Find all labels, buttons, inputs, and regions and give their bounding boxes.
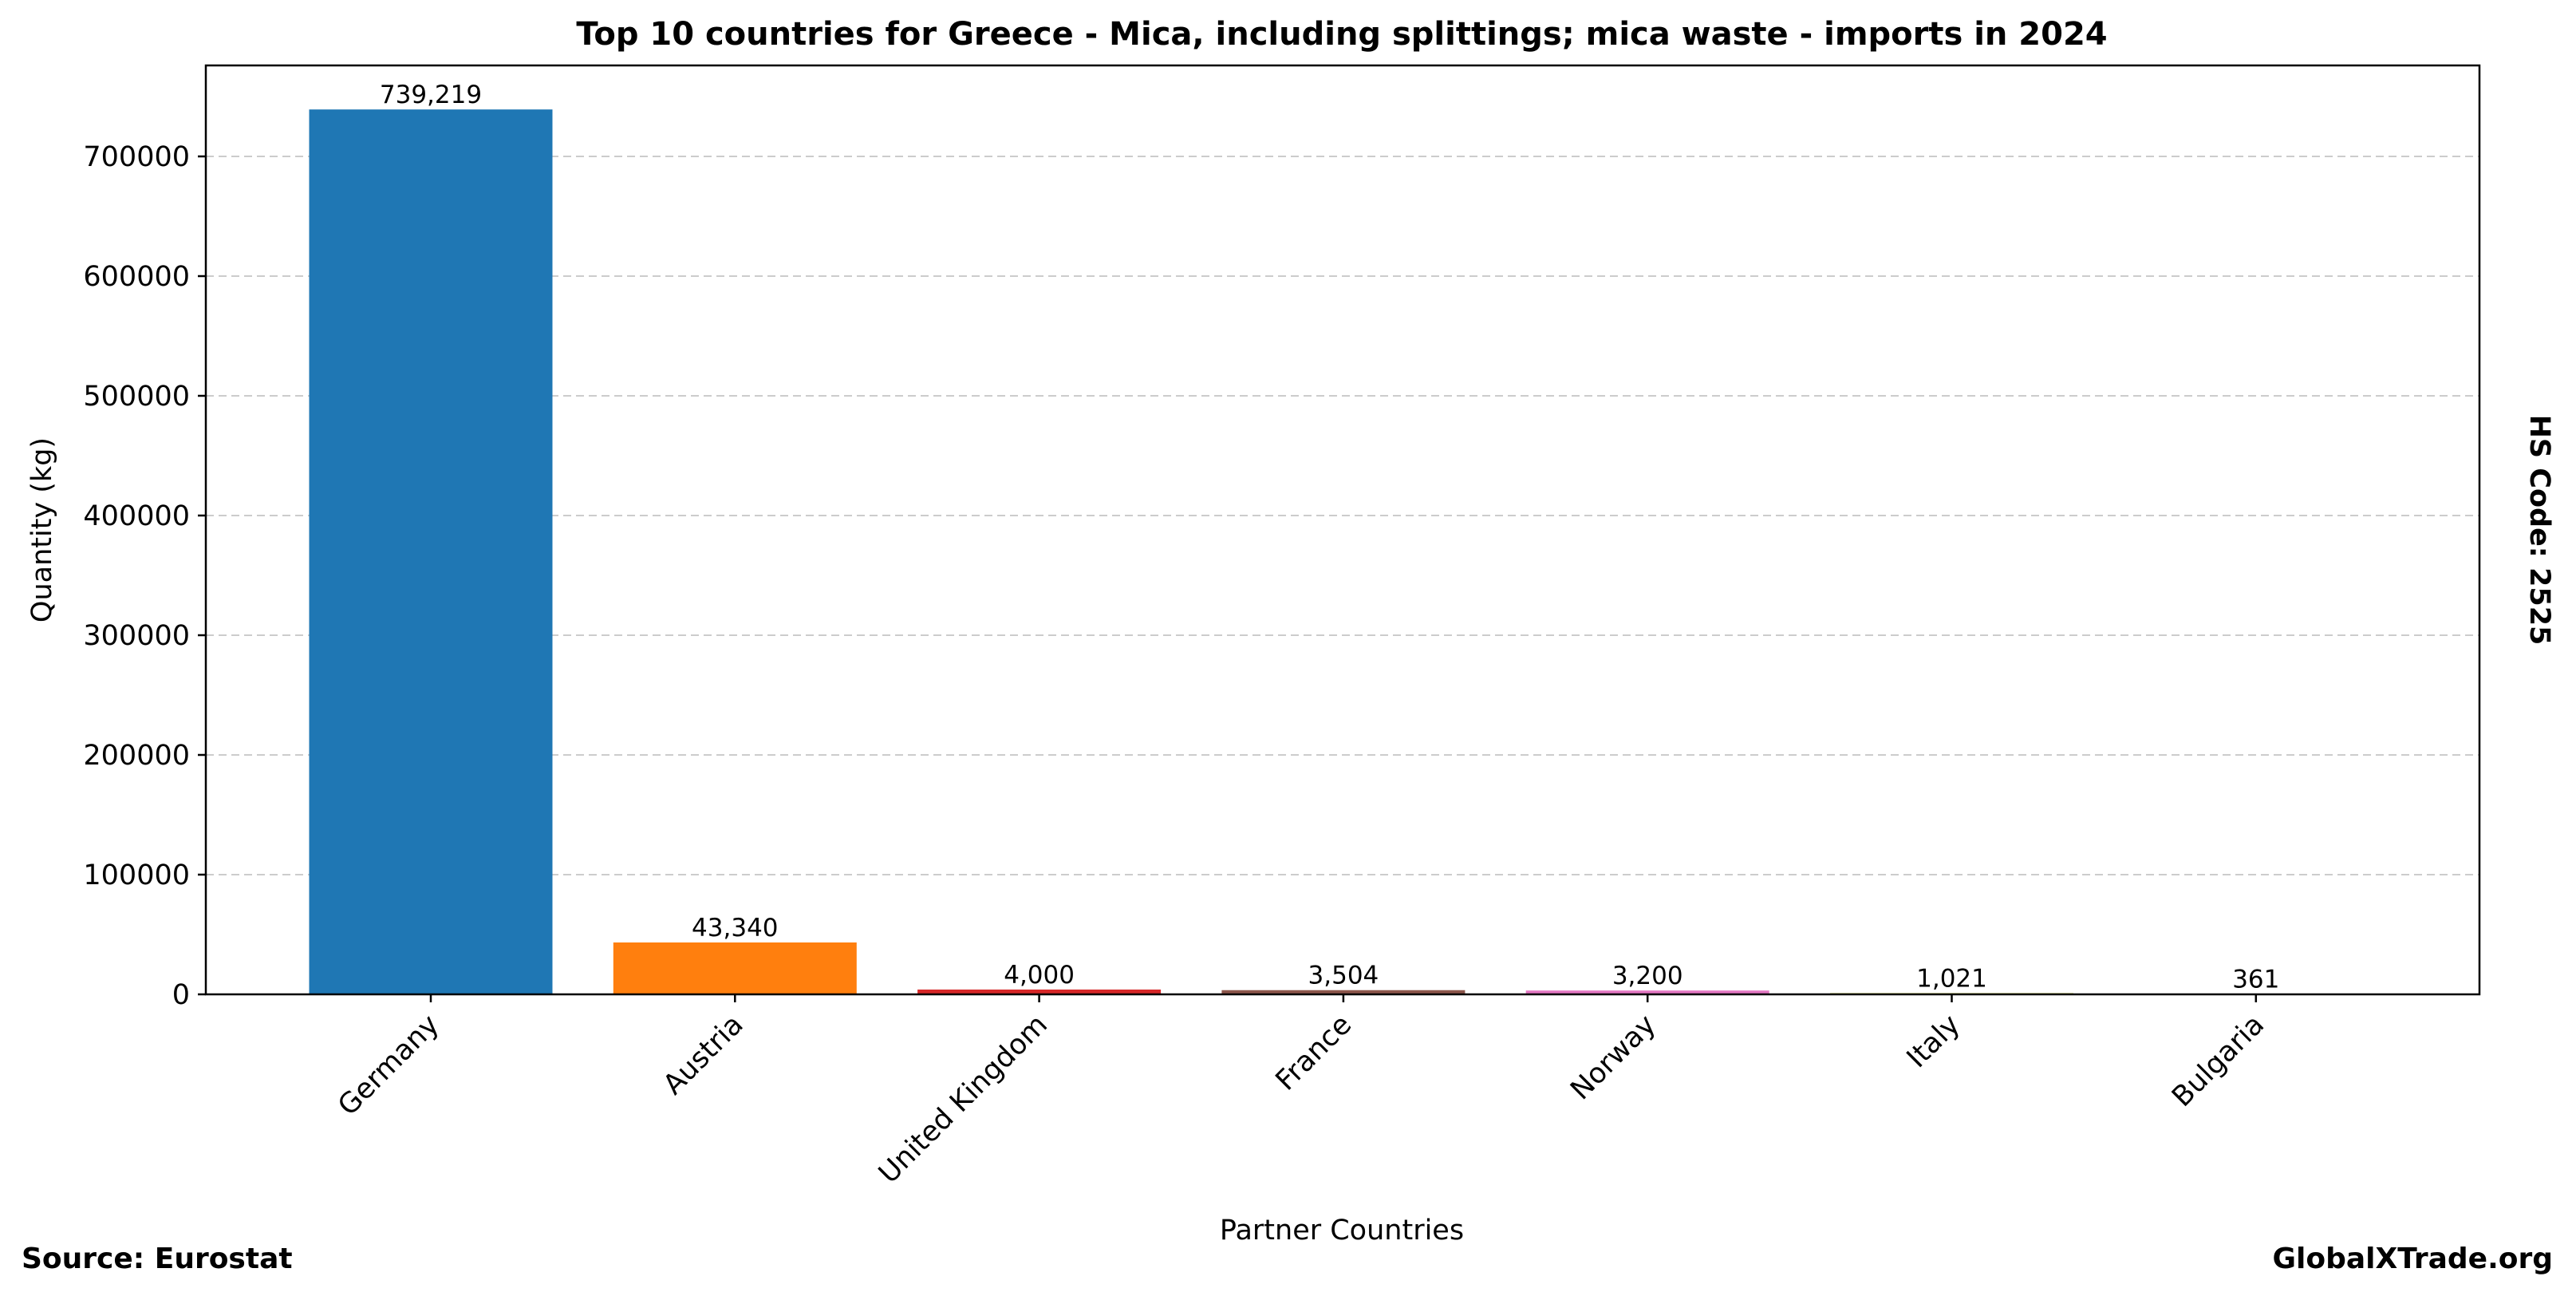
y-tick-label: 200000: [83, 740, 190, 772]
bar-austria: [613, 942, 857, 994]
y-tick-label: 400000: [83, 500, 190, 532]
x-tick-label: United Kingdom: [873, 1009, 1054, 1190]
data-label: 361: [2232, 965, 2279, 994]
source-label: Source: Eurostat: [22, 1243, 293, 1275]
x-tick-label: Austria: [657, 1009, 750, 1101]
x-tick-label: Norway: [1564, 1009, 1662, 1106]
x-axis: Germany Austria United Kingdom France Norway…: [332, 994, 2270, 1190]
bars: [309, 109, 2378, 994]
y-tick-label: 600000: [83, 261, 190, 293]
brand-label: GlobalXTrade.org: [2272, 1243, 2553, 1275]
data-label: 1,021: [1916, 964, 1987, 993]
y-axis: 0 100000 200000 300000 400000 500000 600000 700…: [83, 141, 206, 1011]
chart-title: Top 10 countries for Greece - Mica, incl…: [576, 16, 2107, 53]
grid-lines: [206, 156, 2479, 875]
bar-france: [1221, 990, 1466, 994]
y-tick-label: 300000: [83, 620, 190, 652]
y-axis-label: Quantity (kg): [26, 437, 58, 622]
y-tick-label: 100000: [83, 859, 190, 891]
bar-united-kingdom: [917, 990, 1162, 994]
data-label: 739,219: [380, 81, 482, 109]
y-tick-label: 0: [172, 979, 190, 1011]
data-label: 43,340: [692, 914, 778, 942]
data-label: 4,000: [1004, 961, 1075, 990]
y-tick-label: 700000: [83, 141, 190, 173]
x-tick-label: Germany: [332, 1009, 445, 1122]
x-tick-label: France: [1270, 1009, 1359, 1097]
y-tick-label: 500000: [83, 381, 190, 413]
x-axis-label: Partner Countries: [1220, 1215, 1464, 1247]
x-tick-label: Italy: [1901, 1009, 1967, 1074]
data-label: 3,504: [1308, 962, 1379, 990]
bar-norway: [1525, 990, 1769, 994]
bar-germany: [309, 109, 553, 994]
hs-code-label: HS Code: 2525: [2523, 415, 2555, 646]
data-label: 3,200: [1612, 962, 1683, 990]
data-labels: 739,219 43,340 4,000 3,504 3,200 1,021 361: [380, 81, 2279, 994]
x-tick-label: Bulgaria: [2166, 1009, 2270, 1113]
